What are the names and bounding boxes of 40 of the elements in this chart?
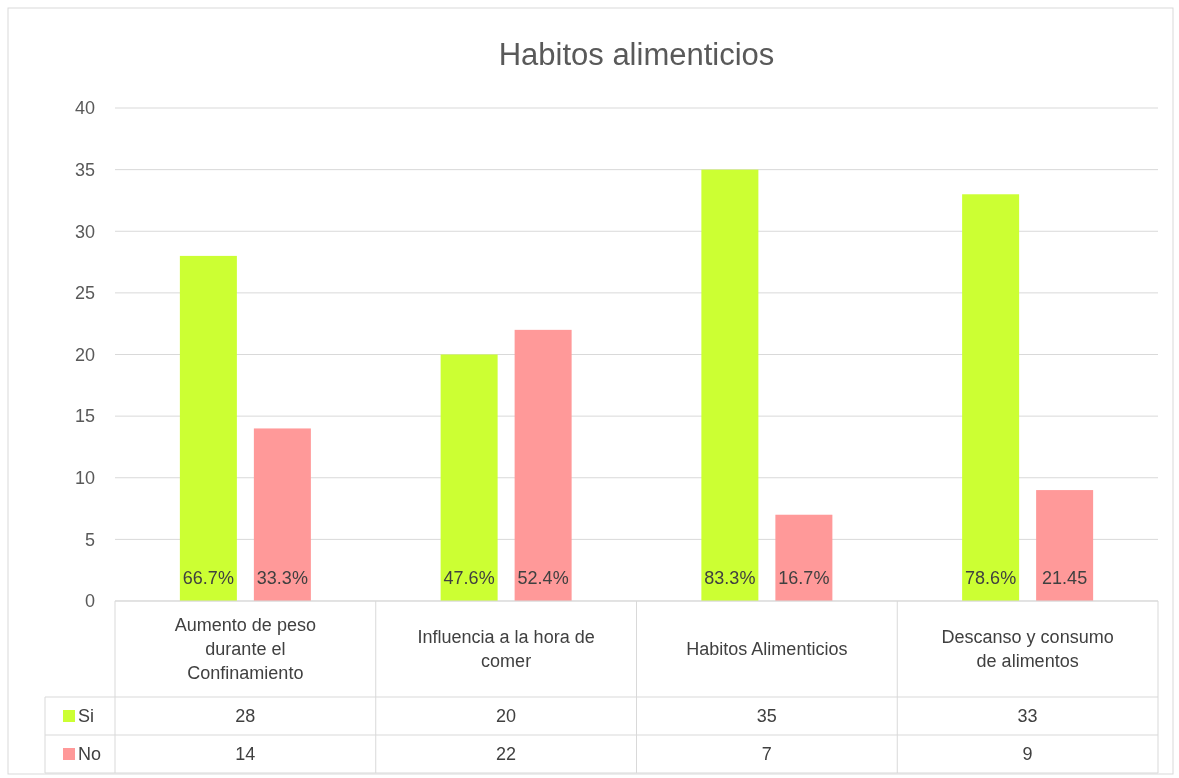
chart-title: Habitos alimenticios xyxy=(498,37,775,72)
y-tick-label: 25 xyxy=(74,283,95,304)
data-label: 35 xyxy=(756,706,777,726)
data-label: 28 xyxy=(235,706,256,726)
data-label: 7 xyxy=(761,744,772,764)
bar xyxy=(1036,490,1094,601)
data-label: 14 xyxy=(235,744,256,764)
bar xyxy=(514,329,572,601)
x-tick-label: Influencia a la hora de comer xyxy=(417,627,595,671)
x-tick-label: Descanso y consumo de alimentos xyxy=(941,627,1114,671)
annotation: 16.7% xyxy=(778,568,830,588)
data-label: 20 xyxy=(496,706,517,726)
annotation: 66.7% xyxy=(182,568,234,588)
data-label: 9 xyxy=(1022,744,1033,764)
y-tick-label: 5 xyxy=(84,529,95,550)
annotation: 47.6% xyxy=(443,568,495,588)
x-tick-label: Habitos Alimenticios xyxy=(686,639,848,659)
bar xyxy=(962,194,1020,601)
legend-label: No xyxy=(78,744,102,764)
y-tick-label: 0 xyxy=(84,591,95,612)
annotation: 52.4% xyxy=(517,568,569,588)
y-tick-label: 10 xyxy=(74,468,95,489)
bar xyxy=(440,354,498,601)
annotation: 78.6% xyxy=(965,568,1017,588)
bar xyxy=(775,514,833,601)
data-label: 33 xyxy=(1017,706,1038,726)
x-tick-label: Aumento de peso durante el Confinamiento xyxy=(174,615,316,683)
bar xyxy=(179,255,237,601)
y-tick-label: 20 xyxy=(74,344,95,365)
annotation: 83.3% xyxy=(704,568,756,588)
data-label: 22 xyxy=(496,744,517,764)
bar xyxy=(253,428,311,601)
y-tick-label: 35 xyxy=(74,159,95,180)
annotation: 33.3% xyxy=(256,568,308,588)
y-tick-label: 15 xyxy=(74,406,95,427)
y-tick-label: 40 xyxy=(74,98,95,119)
bar xyxy=(701,169,759,601)
y-tick-label: 30 xyxy=(74,221,95,242)
annotation: 21.45 xyxy=(1042,568,1088,588)
legend-label: Si xyxy=(78,706,95,726)
